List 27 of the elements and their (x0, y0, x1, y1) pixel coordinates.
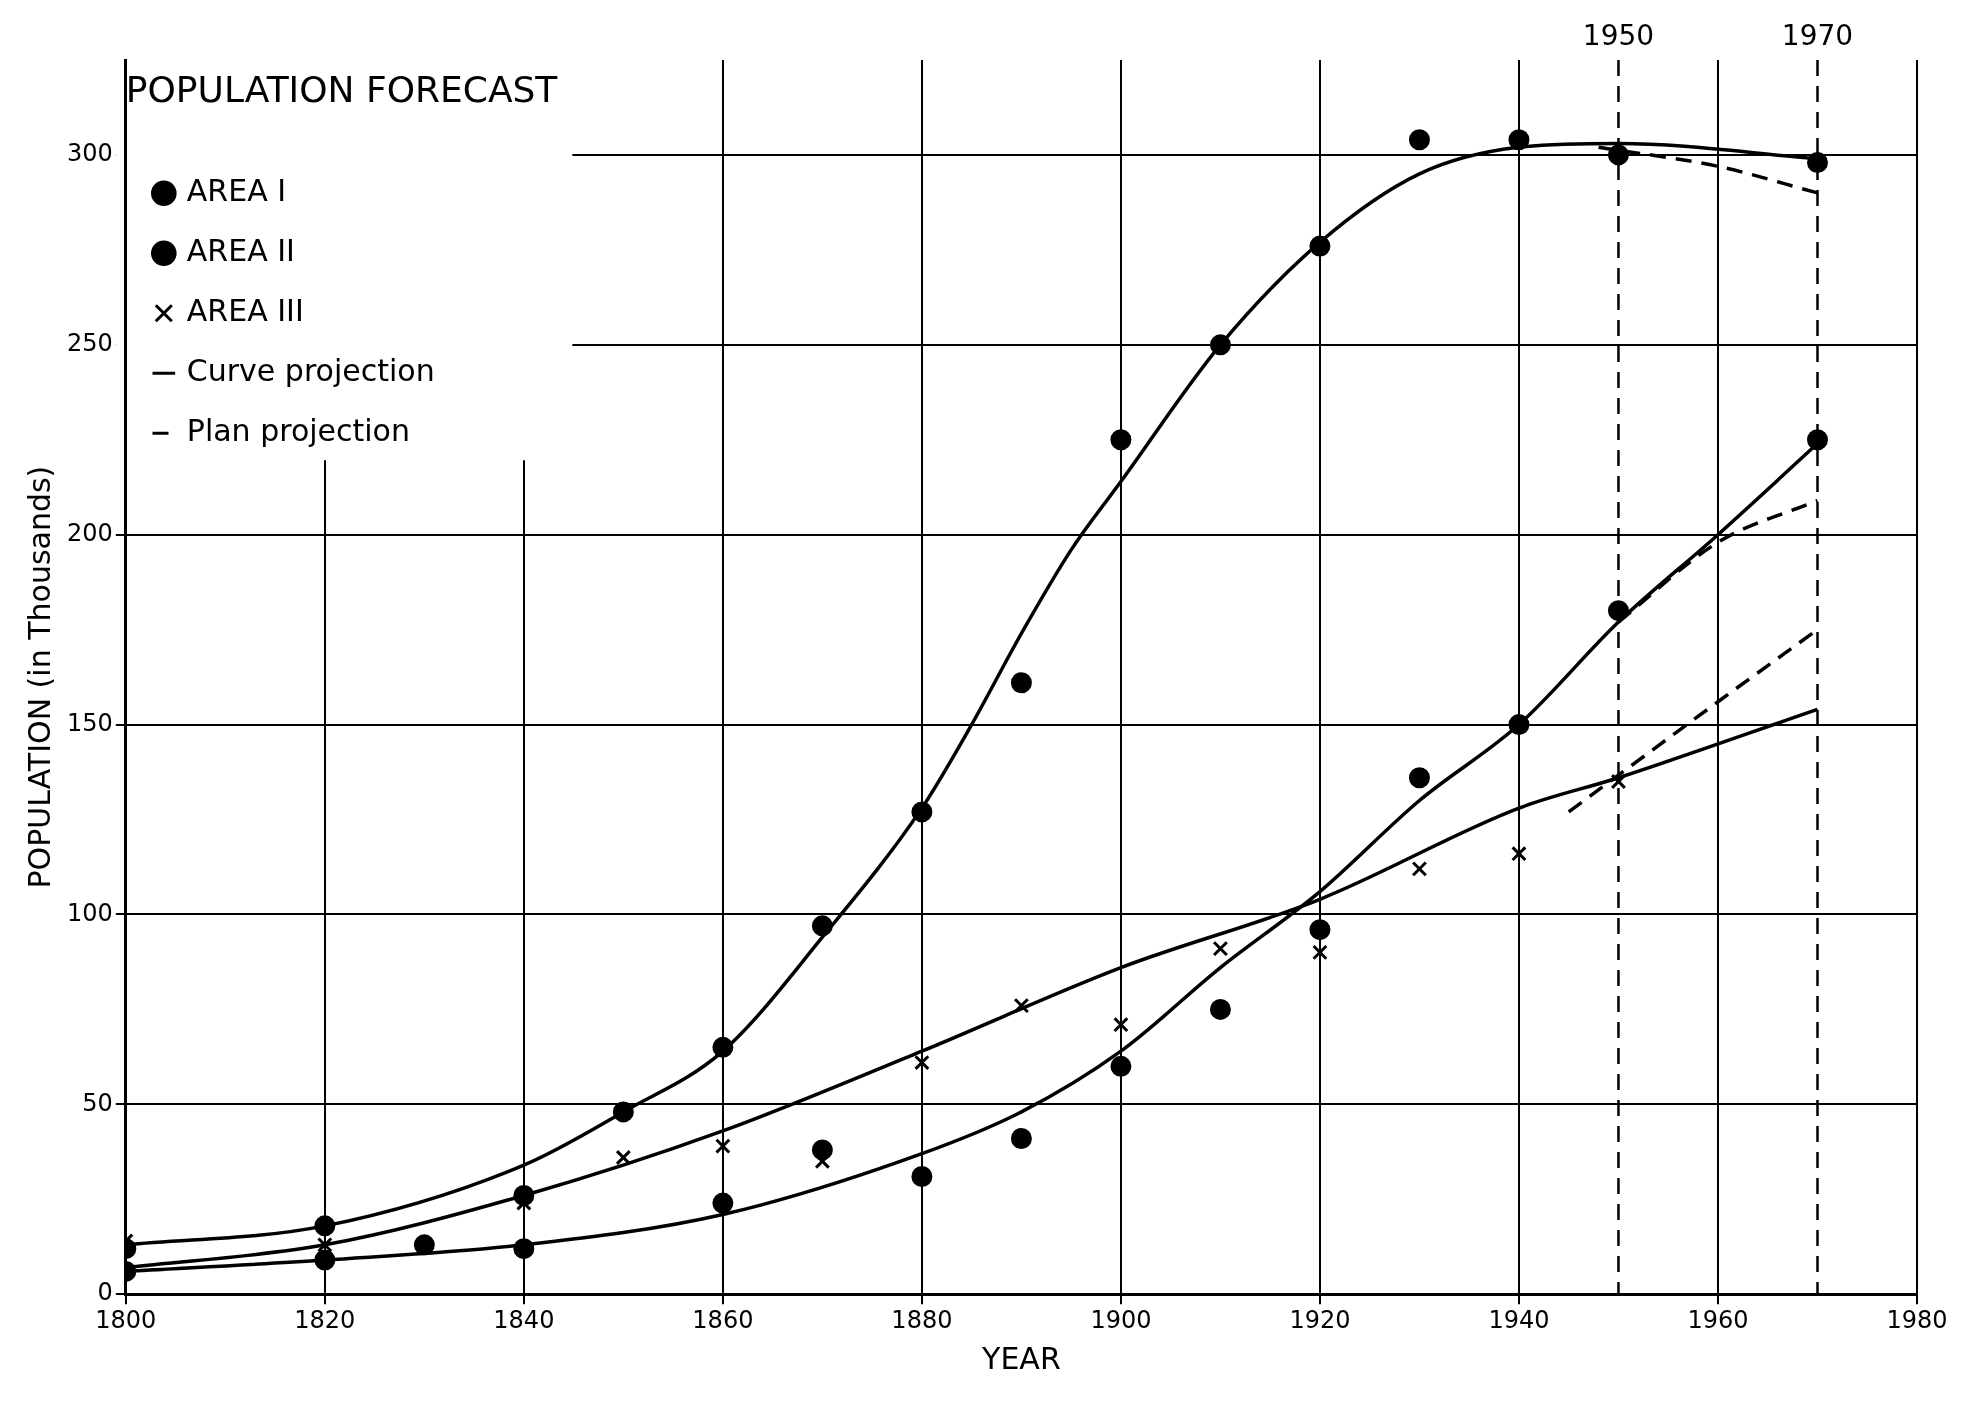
y-axis-title: POPULATION (in Thousands) (21, 465, 57, 889)
legend-label: AREA I (186, 173, 287, 208)
y-tick-label: 100 (67, 898, 113, 927)
x-tick-label: 1960 (1687, 1305, 1749, 1334)
y-tick-label: 50 (82, 1088, 113, 1117)
legend-label: AREA II (186, 233, 295, 268)
x-tick-label: 1800 (95, 1305, 157, 1334)
x-tick-label: 1860 (692, 1305, 754, 1334)
ref-line-label: 1970 (1781, 19, 1854, 53)
x-tick-label: 1820 (294, 1305, 356, 1334)
y-tick-label: 250 (67, 329, 113, 358)
y-tick-label: 300 (67, 139, 113, 168)
x-tick-label: 1880 (891, 1305, 953, 1334)
x-tick-label: 1840 (493, 1305, 555, 1334)
chart-title: POPULATION FORECAST (125, 69, 559, 111)
ref-line-label: 1950 (1582, 19, 1655, 53)
y-tick-label: 0 (97, 1278, 113, 1307)
x-tick-label: 1980 (1886, 1305, 1948, 1334)
y-tick-label: 200 (67, 518, 113, 547)
legend-label: Curve projection (186, 353, 435, 388)
x-axis-title: YEAR (981, 1340, 1061, 1376)
x-tick-label: 1900 (1090, 1305, 1152, 1334)
y-tick-label: 150 (67, 708, 113, 737)
legend-label: Plan projection (186, 413, 410, 448)
x-tick-label: 1940 (1488, 1305, 1550, 1334)
legend-label: AREA III (186, 293, 304, 328)
x-tick-label: 1920 (1289, 1305, 1351, 1334)
